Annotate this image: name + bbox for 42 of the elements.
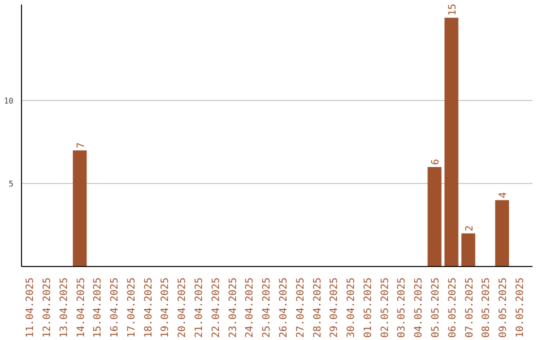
x-tick-label: 15.04.2025 [92, 277, 104, 338]
x-tick-label: 18.04.2025 [143, 277, 154, 338]
bar [428, 167, 442, 266]
data-label: 15 [447, 4, 458, 16]
x-tick-label: 23.04.2025 [228, 277, 239, 338]
x-tick-label: 04.05.2025 [414, 277, 425, 338]
y-tick-label: 10 [4, 96, 14, 106]
x-tick-label: 02.05.2025 [380, 277, 391, 338]
bar [495, 200, 510, 266]
x-tick-label: 08.05.2025 [481, 277, 492, 338]
data-label: 6 [430, 158, 442, 166]
data-label: 7 [76, 142, 87, 148]
x-tick-label: 07.05.2025 [464, 277, 476, 338]
data-label: 4 [498, 192, 510, 198]
x-tick-label: 20.04.2025 [177, 277, 188, 338]
x-tick-label: 11.04.2025 [25, 277, 36, 338]
x-tick-label: 29.04.2025 [329, 277, 340, 338]
x-tick-label: 01.05.2025 [362, 277, 374, 338]
x-tick-label: 28.04.2025 [312, 277, 324, 338]
y-tick-label: 5 [8, 180, 14, 189]
bar [72, 150, 87, 266]
x-tick-label: 24.04.2025 [244, 277, 256, 338]
x-tick-label: 22.04.2025 [210, 277, 222, 338]
x-tick-label: 21.04.2025 [194, 277, 206, 338]
x-tick-label: 12.04.2025 [42, 277, 53, 338]
x-tick-label: 27.04.2025 [295, 277, 306, 338]
x-tick-label: 13.04.2025 [58, 277, 70, 338]
x-tick-label: 25.04.2025 [262, 277, 273, 338]
x-tick-label: 06.05.2025 [447, 277, 458, 338]
x-tick-label: 14.04.2025 [76, 277, 87, 338]
x-tick-label: 17.04.2025 [126, 277, 138, 338]
x-tick-label: 09.05.2025 [498, 277, 510, 338]
x-tick-label: 26.04.2025 [278, 277, 290, 338]
x-tick-label: 03.05.2025 [396, 277, 408, 338]
x-tick-label: 19.04.2025 [160, 277, 172, 338]
x-tick-label: 16.04.2025 [110, 277, 121, 338]
x-tick-label: 10.05.2025 [514, 277, 526, 338]
x-tick-label: 30.04.2025 [346, 277, 358, 338]
data-label: 2 [464, 225, 476, 232]
bar [444, 18, 458, 266]
x-tick-label: 05.05.2025 [430, 277, 442, 338]
bar [461, 233, 476, 266]
